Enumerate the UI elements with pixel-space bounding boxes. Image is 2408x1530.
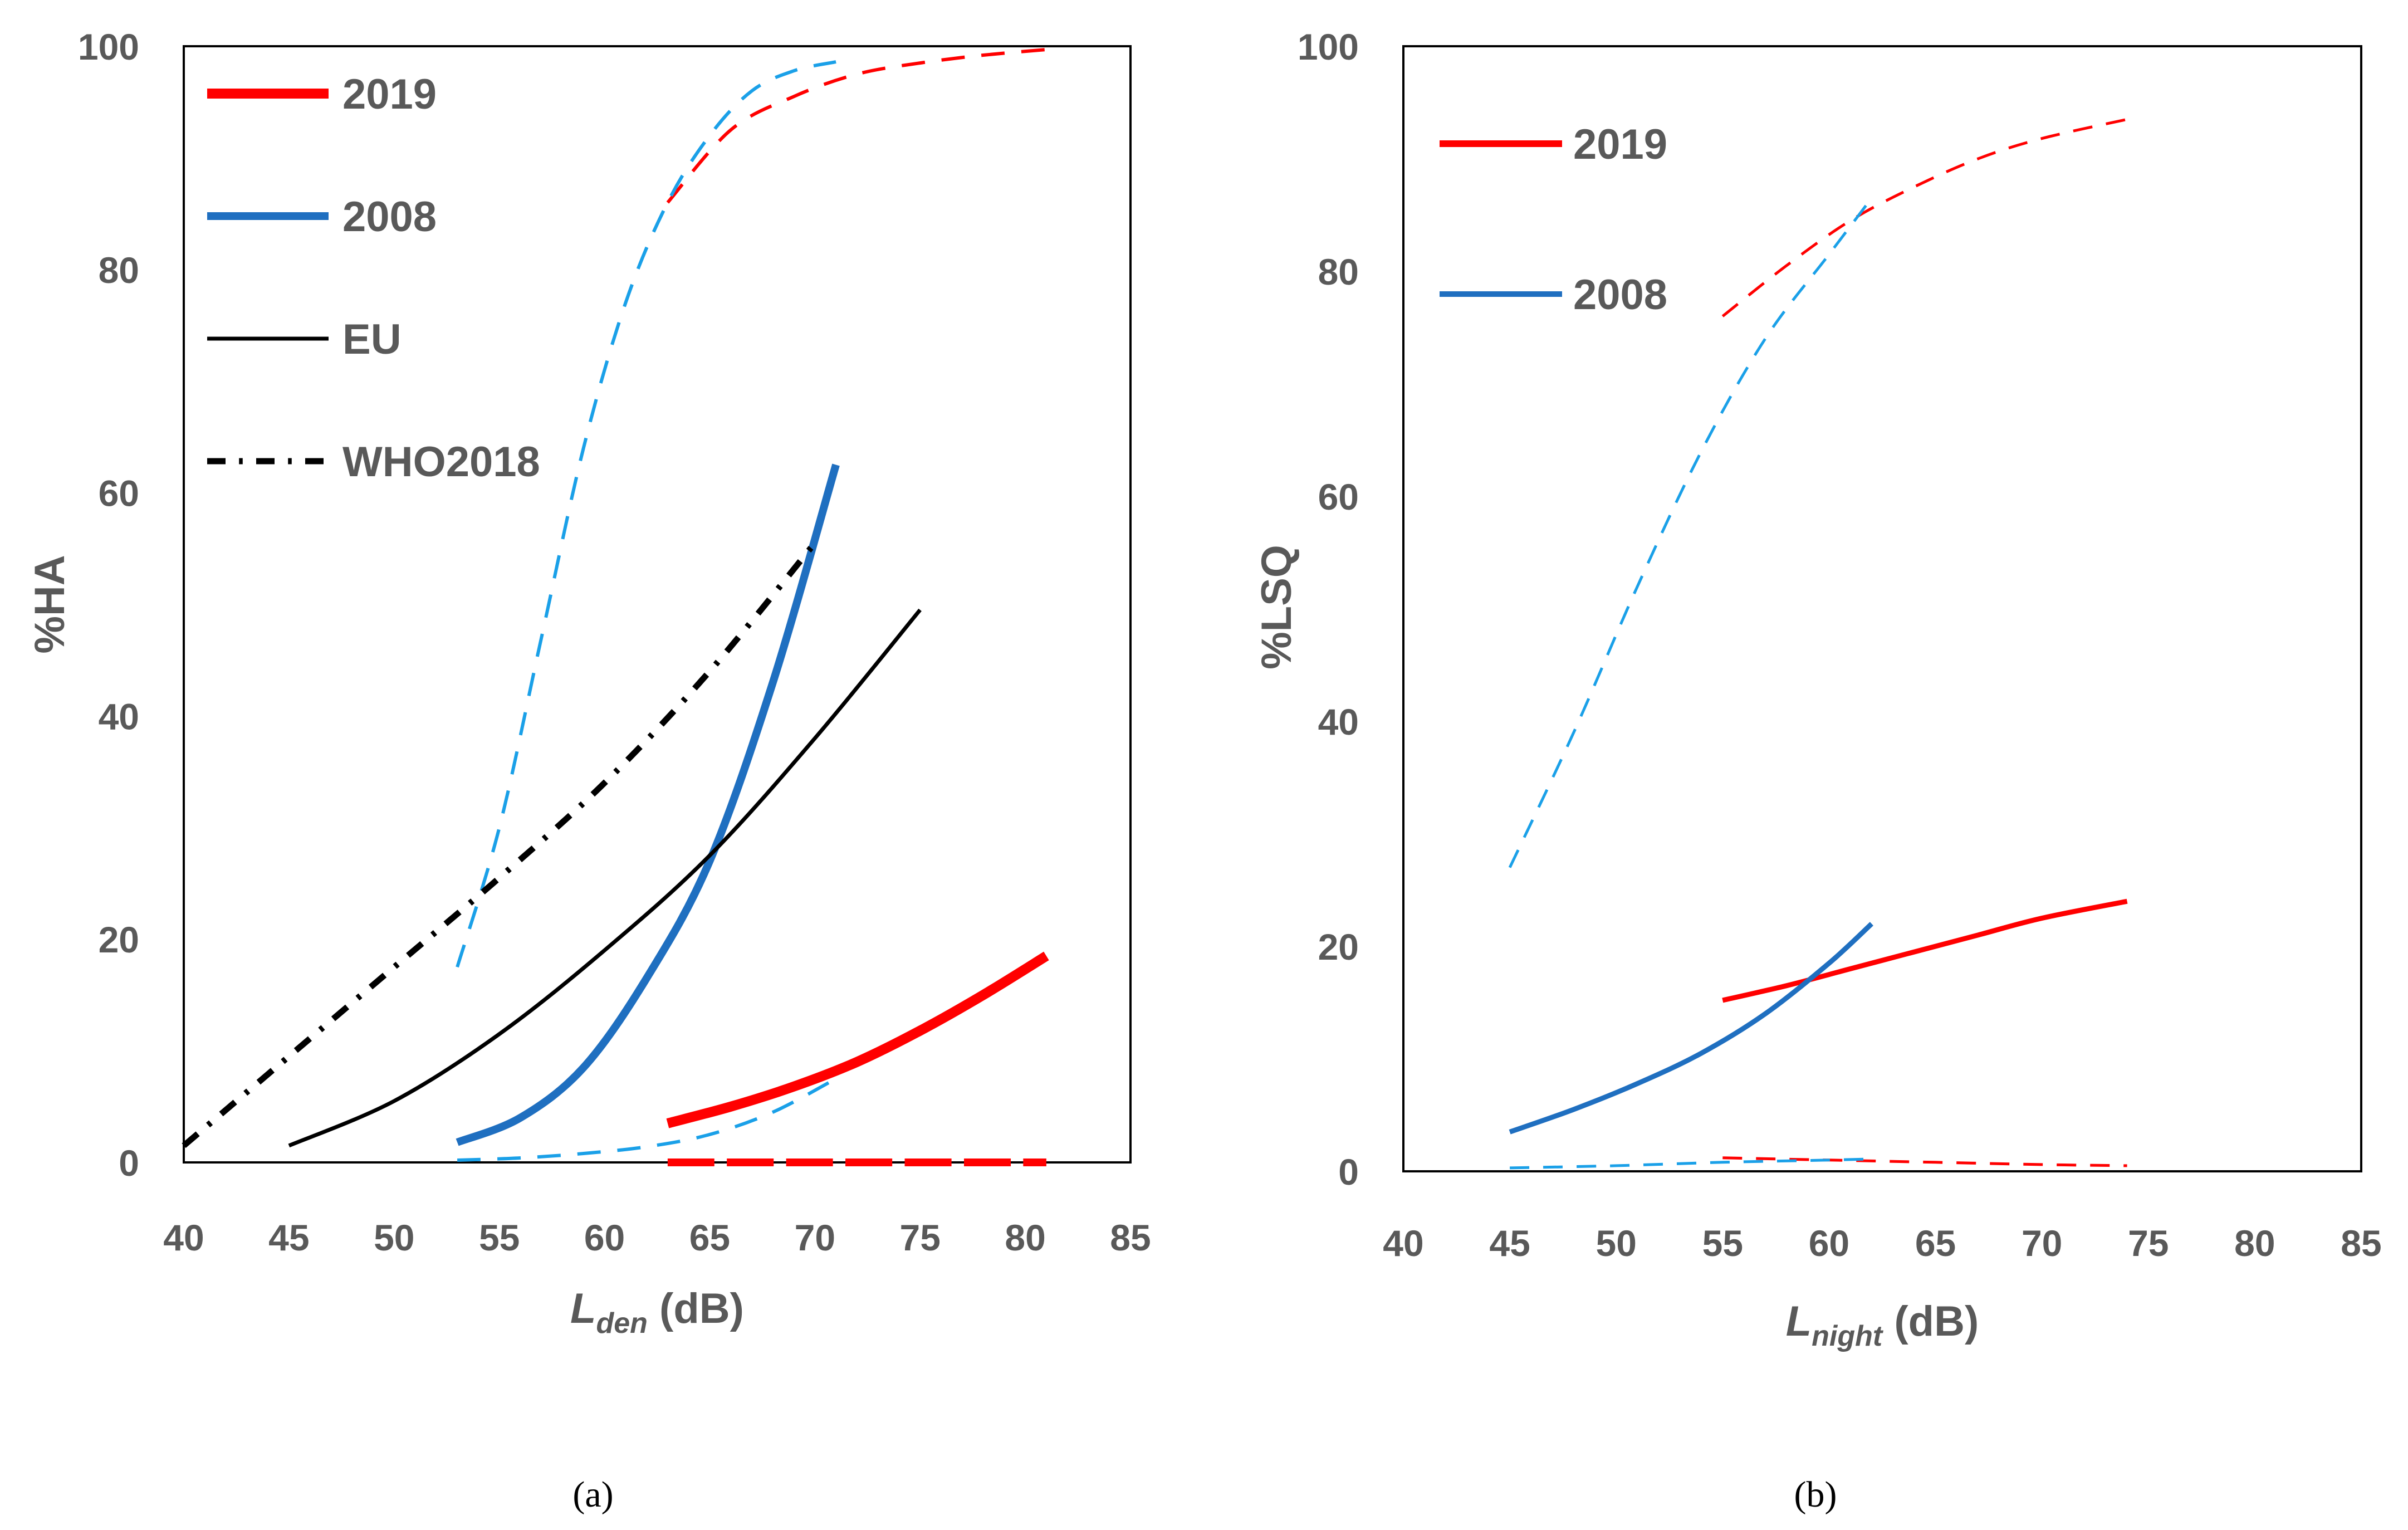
x-tick-label: 85 bbox=[2341, 1223, 2381, 1264]
series-line-2008-upper-bound bbox=[1508, 197, 1873, 868]
y-tick-label: 100 bbox=[1298, 26, 1359, 67]
series-line-2019-upper-bound bbox=[1721, 118, 2128, 317]
y-tick-label: 100 bbox=[78, 26, 139, 67]
y-tick-label: 20 bbox=[1318, 926, 1359, 967]
x-tick-label: 60 bbox=[1809, 1223, 1849, 1264]
y-tick-label: 40 bbox=[1318, 701, 1359, 742]
x-axis-label-b: Lnight (dB) bbox=[1786, 1298, 1979, 1352]
legend-label-2008: 2008 bbox=[1573, 271, 1667, 319]
x-axis-label-unit-a: (dB) bbox=[648, 1285, 744, 1332]
x-axis-label-main-a: L bbox=[570, 1285, 596, 1332]
x-tick-label: 55 bbox=[1702, 1223, 1743, 1264]
chart-panel-a: %HA Lden (dB) (a) 40 45 50 55 60 65 70 75 80 85 0 2… bbox=[26, 26, 1151, 1515]
series-line-2008 bbox=[1509, 922, 1873, 1135]
series-line-2019-lower-bound bbox=[1722, 1156, 2127, 1167]
caption-b: (b) bbox=[1794, 1474, 1837, 1515]
y-tick-label: 60 bbox=[99, 473, 139, 514]
caption-a: (a) bbox=[572, 1474, 613, 1515]
y-tick-label: 80 bbox=[1318, 251, 1359, 292]
x-axis-label-unit-b: (dB) bbox=[1882, 1298, 1979, 1345]
x-tick-label: 65 bbox=[1915, 1223, 1956, 1264]
y-tick-label: 20 bbox=[99, 919, 139, 960]
x-tick-label: 70 bbox=[2022, 1223, 2062, 1264]
x-tick-label: 45 bbox=[268, 1217, 309, 1258]
legend-label-2008: 2008 bbox=[342, 193, 437, 241]
y-axis-label-a: %HA bbox=[26, 555, 74, 653]
plot-area-a bbox=[183, 45, 1132, 1164]
series-line-eu bbox=[288, 608, 922, 1148]
legend-label-who2018: WHO2018 bbox=[342, 438, 540, 486]
x-tick-label: 50 bbox=[1596, 1223, 1637, 1264]
series-line-2008 bbox=[456, 463, 840, 1146]
ticks-b: 40 45 50 55 60 65 70 75 80 85 0 20 40 60 80 100 bbox=[1298, 26, 2382, 1264]
x-axis-label-a: Lden (dB) bbox=[570, 1285, 744, 1340]
x-tick-label: 80 bbox=[1005, 1217, 1045, 1258]
x-axis-label-sub-b: night bbox=[1812, 1320, 1884, 1352]
x-tick-label: 70 bbox=[795, 1217, 835, 1258]
series-line-2019 bbox=[666, 951, 1049, 1128]
plot-area-b bbox=[1402, 45, 2362, 1172]
x-tick-label: 75 bbox=[2128, 1223, 2169, 1264]
x-tick-label: 60 bbox=[584, 1217, 625, 1258]
series-line-2008-lower-bound bbox=[1510, 1157, 1872, 1170]
x-tick-label: 65 bbox=[689, 1217, 730, 1258]
legend-a: 2019 2008 EU WHO2018 bbox=[207, 71, 540, 486]
x-tick-label: 45 bbox=[1489, 1223, 1530, 1264]
series-a bbox=[182, 48, 1049, 1167]
chart-panel-b: %LSQ Lnight (dB) (b) 40 45 50 55 60 65 70 75 80 8… bbox=[1253, 26, 2382, 1515]
y-tick-label: 40 bbox=[99, 696, 139, 737]
y-tick-label: 0 bbox=[1338, 1151, 1359, 1192]
series-line-2019-upper-bound bbox=[666, 48, 1047, 204]
x-tick-label: 40 bbox=[1383, 1223, 1423, 1264]
x-tick-label: 55 bbox=[479, 1217, 520, 1258]
y-tick-label: 60 bbox=[1318, 476, 1359, 517]
x-tick-label: 80 bbox=[2234, 1223, 2275, 1264]
y-tick-label: 0 bbox=[119, 1142, 139, 1184]
x-tick-label: 85 bbox=[1110, 1217, 1151, 1258]
y-tick-label: 80 bbox=[99, 250, 139, 291]
series-line-2008-upper-bound bbox=[456, 60, 836, 968]
legend-label-eu: EU bbox=[342, 316, 402, 363]
x-axis-label-sub-a: den bbox=[596, 1307, 647, 1340]
y-axis-label-b: %LSQ bbox=[1253, 545, 1300, 669]
ticks-a: 40 45 50 55 60 65 70 75 80 85 0 20 40 60 80 100 bbox=[78, 26, 1151, 1258]
legend-label-2019: 2019 bbox=[342, 71, 437, 118]
series-b bbox=[1508, 118, 2128, 1170]
x-axis-label-main-b: L bbox=[1786, 1298, 1812, 1345]
x-tick-label: 40 bbox=[163, 1217, 204, 1258]
series-line-2019 bbox=[1722, 898, 2128, 1003]
legend-b: 2019 2008 bbox=[1440, 121, 1667, 319]
x-tick-label: 50 bbox=[374, 1217, 414, 1258]
legend-label-2019: 2019 bbox=[1573, 121, 1667, 168]
series-line-2008-lower-bound bbox=[457, 1077, 837, 1162]
x-tick-label: 75 bbox=[900, 1217, 941, 1258]
